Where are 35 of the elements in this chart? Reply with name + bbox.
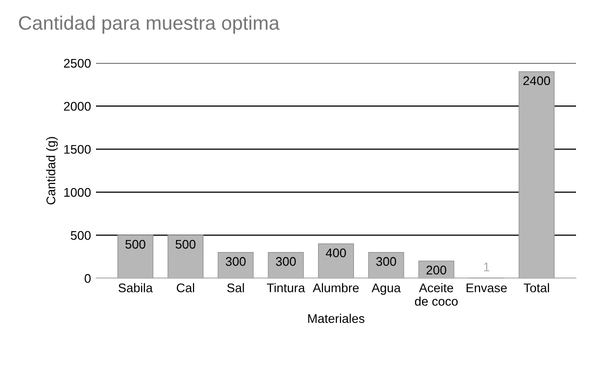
y-tick-label: 0: [84, 274, 91, 283]
x-tick-label: Cal: [176, 283, 194, 292]
bar: [318, 243, 354, 278]
bar: [368, 252, 404, 278]
data-label: 400: [326, 248, 346, 258]
y-tick-label: 2000: [64, 102, 91, 111]
y-tick-label: 1500: [64, 144, 91, 154]
data-label: 1: [484, 262, 490, 272]
data-label: 300: [376, 257, 396, 266]
bar: [117, 234, 154, 278]
x-tick-label: Alumbre: [312, 283, 359, 292]
x-tick-label: Sabila: [118, 283, 153, 292]
x-axis-title: Materiales: [308, 314, 364, 323]
x-tick-label: Aceite de coco: [414, 283, 458, 306]
bar: [218, 252, 254, 278]
bar: [418, 260, 454, 278]
y-tick-label: 1000: [64, 188, 91, 197]
bar: [268, 252, 304, 278]
data-label: 300: [276, 257, 296, 266]
bar: [168, 234, 204, 278]
data-label: 500: [125, 240, 146, 249]
data-label: 500: [176, 240, 196, 249]
x-tick-label: Agua: [372, 284, 401, 295]
y-tick-label: 500: [70, 231, 91, 240]
y-axis-title: Cantidad (g): [46, 137, 58, 204]
bar: [518, 71, 555, 278]
y-tick-label: 2500: [64, 58, 91, 68]
data-label: 300: [226, 257, 246, 266]
x-tick-label: Sal: [227, 283, 244, 292]
x-tick-label: Total: [524, 283, 549, 292]
x-tick-label: Envase: [466, 284, 507, 292]
x-tick-label: Tintura: [266, 283, 306, 292]
data-label: 2400: [523, 76, 550, 86]
data-label: 200: [426, 266, 446, 275]
chart-title: Cantidad para muestra optima: [18, 16, 280, 34]
